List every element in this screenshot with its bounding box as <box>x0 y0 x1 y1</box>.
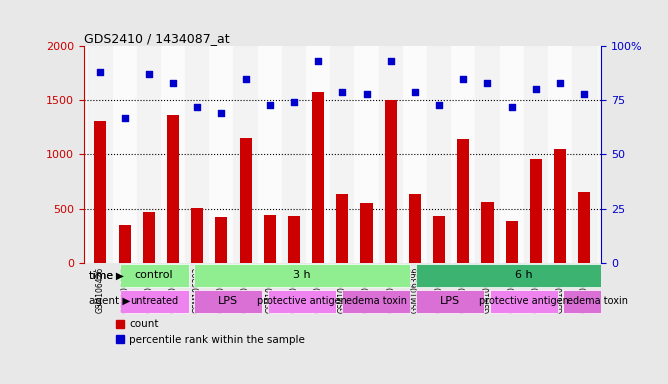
Bar <box>215 217 227 263</box>
Point <box>554 80 565 86</box>
Point <box>409 89 420 95</box>
Bar <box>209 46 234 263</box>
FancyBboxPatch shape <box>415 290 484 313</box>
Text: control: control <box>135 270 174 280</box>
Bar <box>88 46 112 263</box>
Bar <box>500 46 524 263</box>
Bar <box>458 139 470 263</box>
Text: agent ▶: agent ▶ <box>89 296 130 306</box>
Text: time ▶: time ▶ <box>89 271 124 281</box>
Bar <box>433 216 445 263</box>
FancyBboxPatch shape <box>120 264 188 287</box>
Bar <box>143 212 155 263</box>
Bar <box>306 46 330 263</box>
Bar <box>264 215 276 263</box>
Bar <box>427 46 451 263</box>
Point <box>265 101 275 108</box>
Point <box>434 101 444 108</box>
Bar <box>578 192 591 263</box>
Bar <box>288 216 300 263</box>
Bar <box>161 46 185 263</box>
Point <box>458 76 469 82</box>
FancyBboxPatch shape <box>564 290 632 313</box>
Bar <box>554 149 566 263</box>
Point <box>313 58 323 65</box>
Bar <box>476 46 500 263</box>
Bar <box>312 92 324 263</box>
Point <box>192 104 202 110</box>
Bar <box>330 46 355 263</box>
Point <box>530 86 541 93</box>
Point <box>120 114 130 121</box>
FancyBboxPatch shape <box>268 290 337 313</box>
Bar <box>137 46 161 263</box>
Bar <box>572 46 597 263</box>
Bar <box>258 46 282 263</box>
Bar <box>336 194 349 263</box>
Bar <box>240 138 252 263</box>
FancyBboxPatch shape <box>415 264 633 287</box>
Bar <box>385 100 397 263</box>
Bar <box>379 46 403 263</box>
FancyBboxPatch shape <box>490 290 558 313</box>
Bar <box>506 221 518 263</box>
Bar <box>361 203 373 263</box>
Bar <box>530 159 542 263</box>
Point <box>482 80 493 86</box>
Text: LPS: LPS <box>218 296 238 306</box>
Bar <box>524 46 548 263</box>
Text: time: time <box>89 271 114 281</box>
Bar <box>167 116 179 263</box>
Point <box>361 91 372 97</box>
Point <box>95 69 106 75</box>
FancyBboxPatch shape <box>341 290 410 313</box>
Text: LPS: LPS <box>440 296 460 306</box>
Bar <box>409 194 421 263</box>
Bar <box>191 208 203 263</box>
Point <box>144 71 154 77</box>
Point <box>579 91 590 97</box>
Point <box>289 99 299 106</box>
FancyBboxPatch shape <box>120 290 188 313</box>
Bar <box>355 46 379 263</box>
Text: edema toxin: edema toxin <box>345 296 407 306</box>
Bar <box>94 121 106 263</box>
Text: GDS2410 / 1434087_at: GDS2410 / 1434087_at <box>84 32 229 45</box>
Bar <box>185 46 209 263</box>
Point <box>506 104 517 110</box>
Point <box>240 76 251 82</box>
Text: protective antigen: protective antigen <box>257 296 347 306</box>
Bar <box>112 46 137 263</box>
Text: edema toxin: edema toxin <box>567 296 629 306</box>
Point <box>216 110 226 116</box>
Point <box>337 89 348 95</box>
Legend: count, percentile rank within the sample: count, percentile rank within the sample <box>115 319 305 344</box>
Bar <box>548 46 572 263</box>
Point <box>385 58 396 65</box>
Point <box>168 80 178 86</box>
Bar <box>482 202 494 263</box>
Text: untreated: untreated <box>130 296 178 306</box>
FancyBboxPatch shape <box>194 290 263 313</box>
FancyBboxPatch shape <box>194 264 410 287</box>
Bar <box>119 225 131 263</box>
Bar <box>234 46 258 263</box>
Text: 6 h: 6 h <box>515 270 532 280</box>
Text: protective antigen: protective antigen <box>479 296 569 306</box>
Bar <box>282 46 306 263</box>
Bar <box>451 46 476 263</box>
Text: 3 h: 3 h <box>293 270 311 280</box>
Bar <box>403 46 427 263</box>
